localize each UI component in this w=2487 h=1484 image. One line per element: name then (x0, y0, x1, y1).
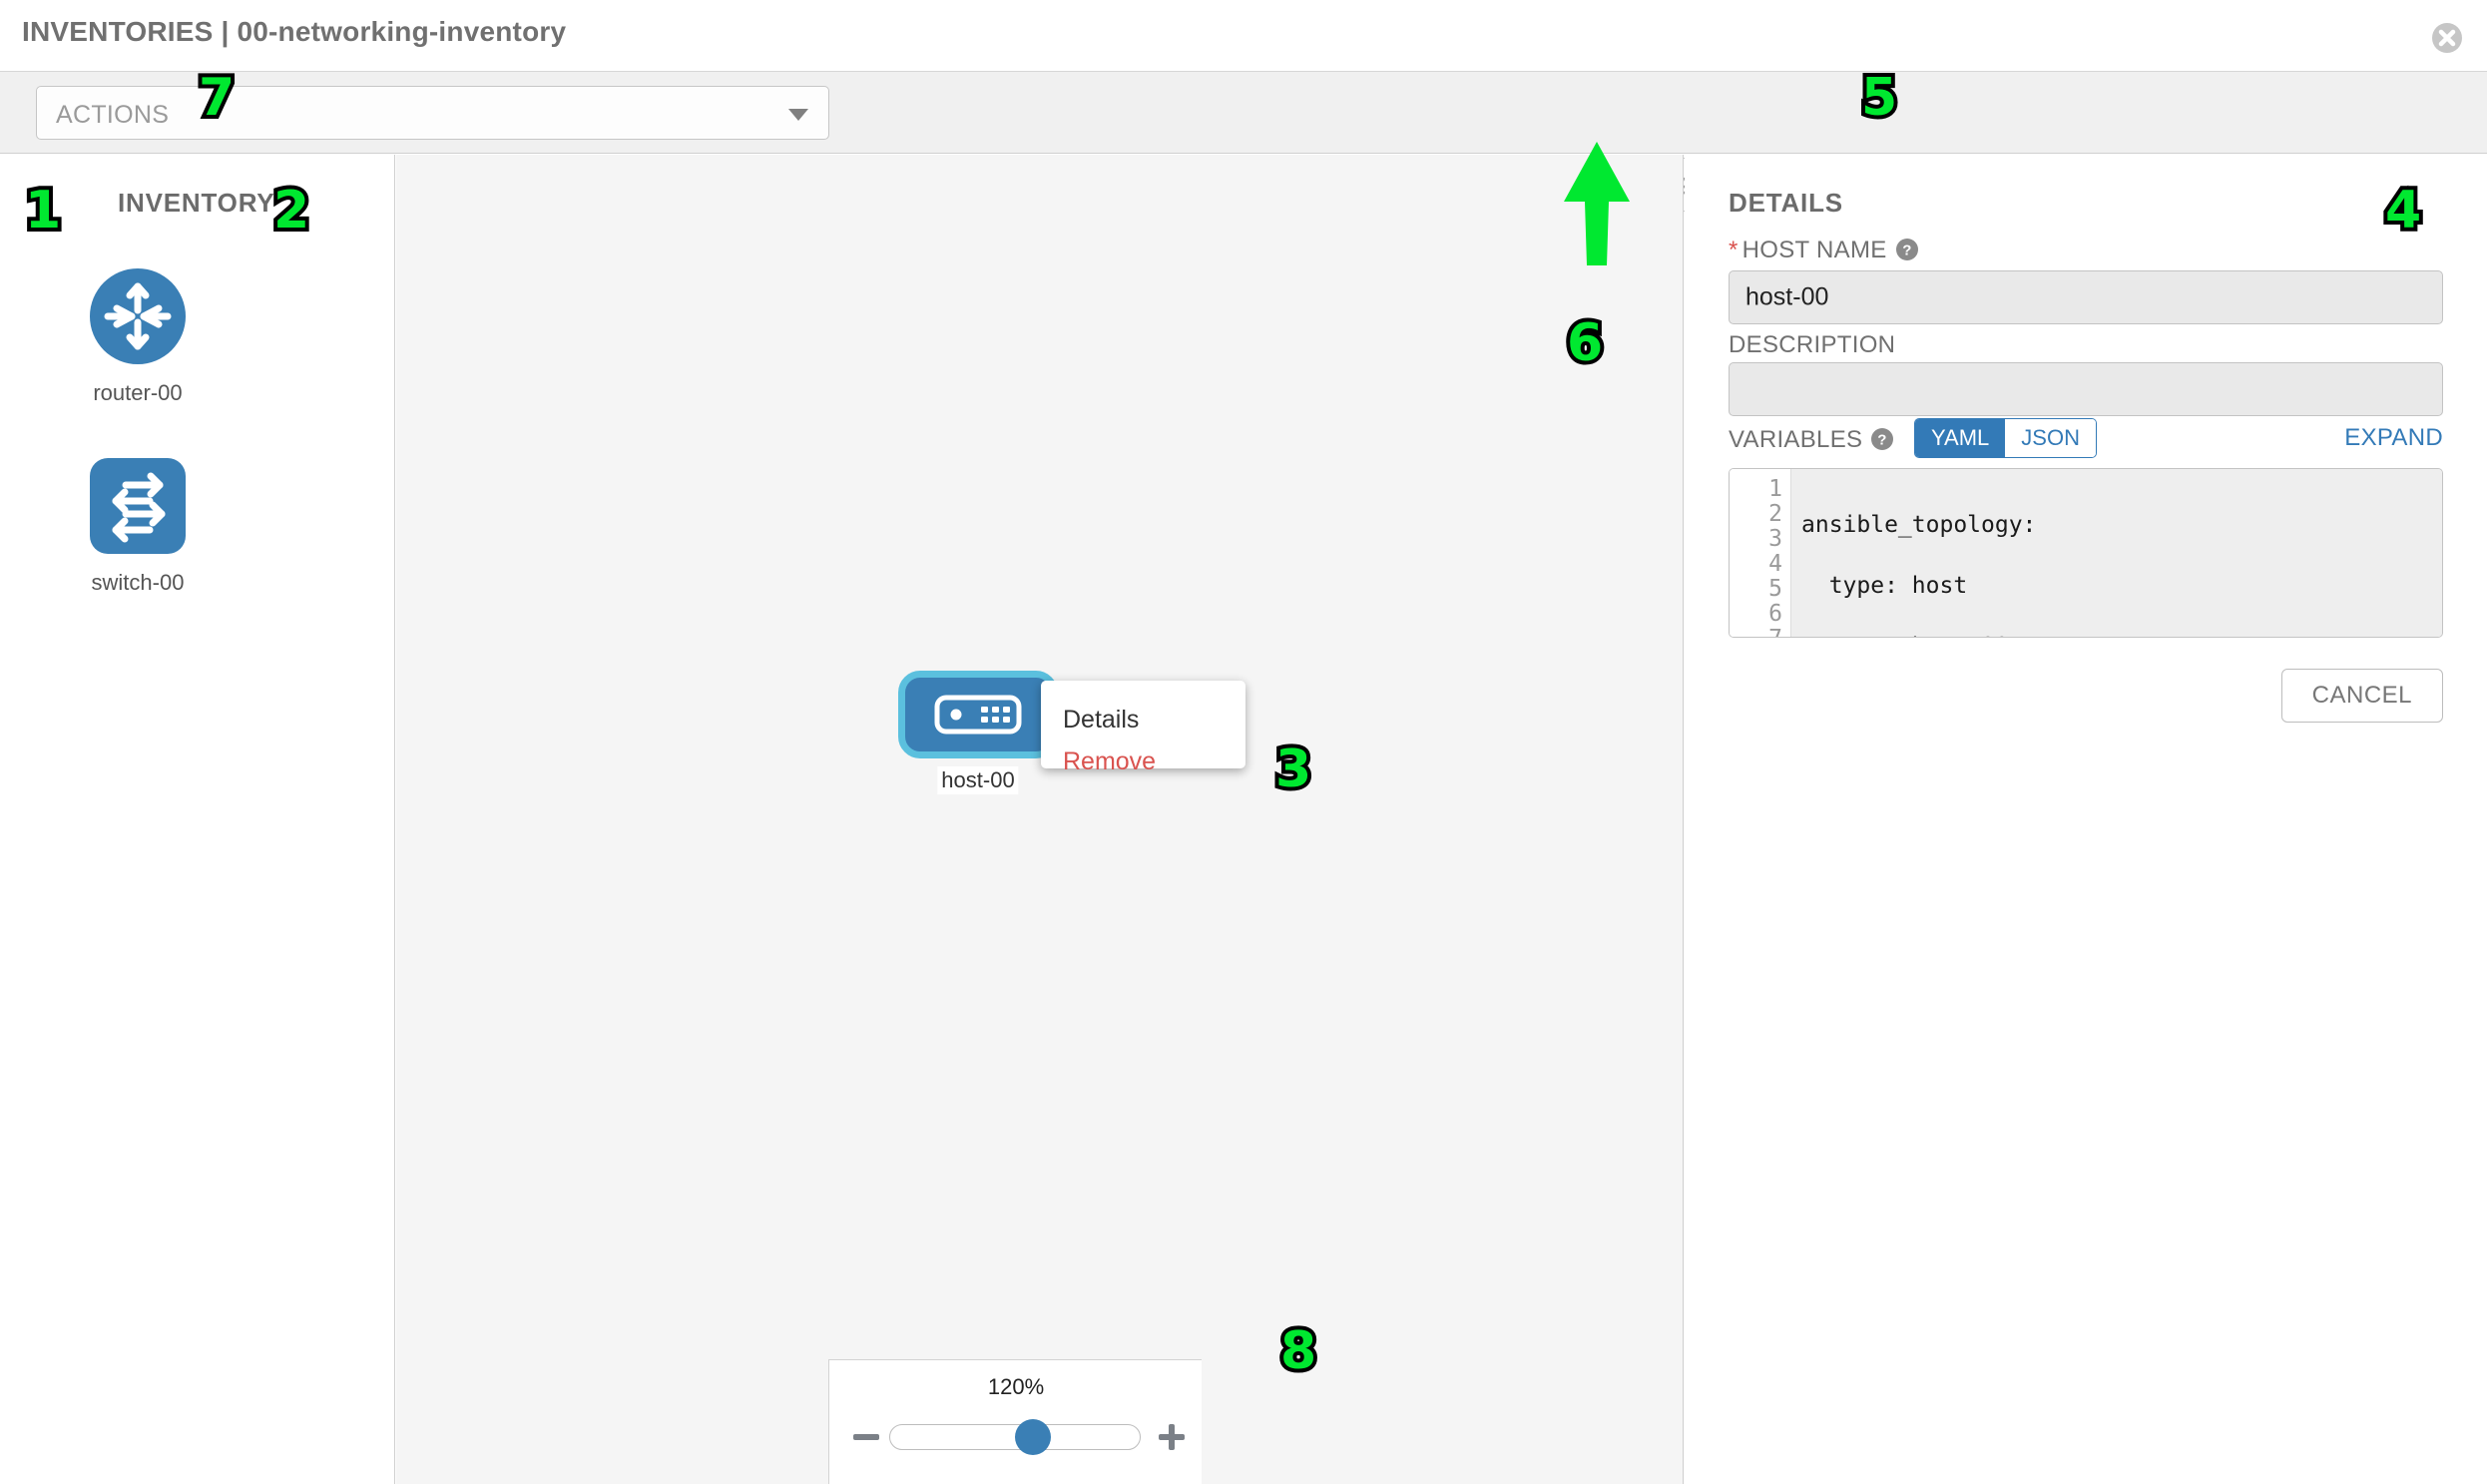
context-menu-item-remove[interactable]: Remove (1063, 747, 1157, 775)
node-context-menu: Details Remove (1041, 681, 1245, 775)
context-menu-item-details[interactable]: Details (1063, 706, 1140, 734)
host-name-field[interactable]: host-00 (1729, 270, 2443, 324)
line-number: 1 (1768, 476, 1782, 502)
switch-icon (86, 454, 190, 558)
line-number: 4 (1768, 551, 1782, 577)
zoom-slider[interactable] (889, 1419, 1141, 1455)
minus-icon[interactable] (849, 1420, 883, 1454)
code-line: name: host-00 (1801, 635, 2442, 638)
topology-node-host-00[interactable]: host-00 (898, 671, 1058, 794)
inventory-item-label: router-00 (93, 380, 183, 405)
details-panel: DETAILS * HOST NAME? host-00 DESCRIPTION … (1685, 155, 2487, 1484)
expand-variables-link[interactable]: EXPAND (2344, 424, 2443, 451)
node-shape (898, 671, 1058, 758)
line-number: 3 (1768, 526, 1782, 552)
inventory-item-switch-00[interactable]: switch-00 (38, 454, 238, 596)
variables-format-toggle: YAML JSON (1914, 418, 2097, 458)
host-name-label: * HOST NAME? (1729, 237, 1919, 264)
editor-inner: 1 2 3 4 5 6 7 ansible_topology: type: ho… (1730, 469, 2442, 637)
zoom-slider-row (829, 1416, 1203, 1458)
description-field[interactable] (1729, 362, 2443, 416)
variables-label-text: VARIABLES (1729, 426, 1863, 453)
window-titlebar: INVENTORIES | 00-networking-inventory (0, 0, 2487, 72)
line-number: 5 (1768, 576, 1782, 602)
inventory-item-label: switch-00 (91, 570, 185, 595)
inventory-item-router-00[interactable]: router-00 (38, 264, 238, 406)
variables-label: VARIABLES? (1729, 426, 1894, 454)
code-line: type: host (1801, 573, 1968, 599)
required-marker: * (1729, 237, 1739, 263)
zoom-level-label: 120% (987, 1374, 1045, 1399)
topology-canvas[interactable]: host-00 Details Remove 120% (396, 155, 1684, 1484)
svg-text:?: ? (1902, 243, 1911, 259)
zoom-slider-thumb[interactable] (1014, 1419, 1051, 1455)
editor-line-numbers: 1 2 3 4 5 6 7 (1730, 469, 1791, 637)
server-device-icon (934, 695, 1022, 735)
cancel-button[interactable]: CANCEL (2280, 669, 2443, 723)
line-number: 7 (1730, 627, 1782, 638)
host-name-label-text: HOST NAME (1741, 237, 1887, 263)
plus-icon[interactable] (1155, 1420, 1189, 1454)
line-number: 2 (1768, 501, 1782, 527)
line-number: 6 (1768, 601, 1782, 627)
variables-editor[interactable]: 1 2 3 4 5 6 7 ansible_topology: type: ho… (1729, 468, 2443, 638)
close-icon[interactable] (2429, 20, 2465, 56)
editor-code-area[interactable]: ansible_topology: type: host name: host-… (1791, 469, 2442, 637)
chevron-down-icon (788, 109, 808, 121)
page-title: INVENTORIES | 00-networking-inventory (22, 16, 567, 47)
svg-text:?: ? (1878, 432, 1887, 449)
inventory-panel-title: INVENTORY (118, 188, 275, 218)
host-name-value: host-00 (1745, 282, 1829, 311)
help-circle-icon[interactable]: ? (1895, 238, 1919, 261)
code-line: ansible_topology: (1801, 512, 2037, 538)
topology-toolbar: ACTIONS SEARCH (0, 72, 2487, 212)
actions-dropdown-label: ACTIONS (56, 101, 170, 129)
inventory-sidebar: INVENTORY router-00 (0, 155, 395, 1484)
details-panel-title: DETAILS (1729, 188, 1843, 218)
actions-dropdown[interactable]: ACTIONS (36, 86, 829, 140)
router-icon (86, 264, 190, 368)
format-toggle-yaml[interactable]: YAML (1915, 419, 2006, 457)
format-toggle-json[interactable]: JSON (2005, 419, 2096, 457)
zoom-control-panel: 120% (828, 1359, 1202, 1484)
help-circle-icon[interactable]: ? (1870, 427, 1894, 451)
node-label: host-00 (937, 766, 1019, 794)
description-label: DESCRIPTION (1729, 331, 1896, 358)
